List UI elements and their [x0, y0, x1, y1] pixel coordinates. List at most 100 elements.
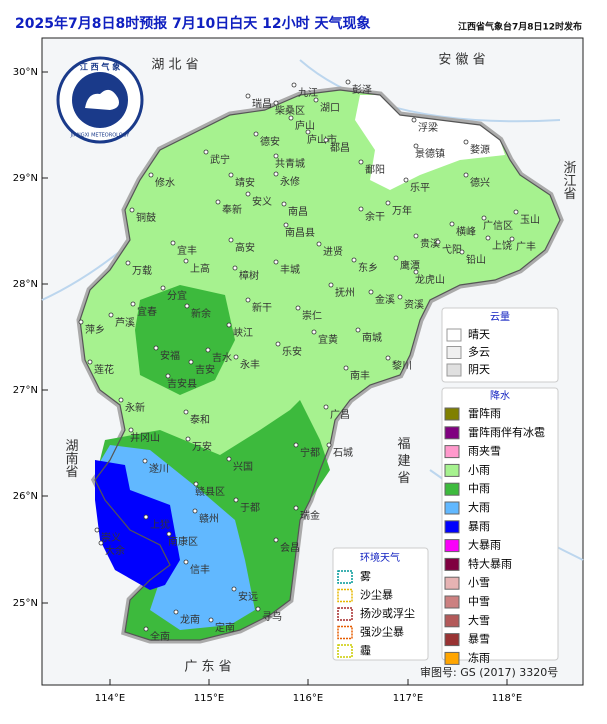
city-dot [232, 265, 238, 271]
city-label: 广昌 [330, 409, 350, 421]
city-label: 永新 [125, 401, 145, 414]
legend-swatch [446, 346, 462, 359]
city-label: 彭泽 [352, 83, 372, 96]
legend-label: 雷阵雨伴有冰雹 [468, 425, 545, 439]
legend-swatch [446, 328, 462, 342]
city-label: 龙虎山 [415, 273, 445, 286]
city-label: 修水 [155, 176, 175, 189]
city-dot [403, 177, 409, 183]
city-dot [183, 258, 189, 264]
city-label: 永丰 [240, 358, 260, 371]
clear-area [355, 95, 505, 190]
city-label: 新余 [191, 307, 211, 320]
city-label: 南康区 [168, 535, 198, 548]
city-dot [283, 222, 289, 228]
city-dot [87, 359, 93, 365]
city-dot [385, 355, 391, 361]
lon-label: 114°E [95, 693, 125, 704]
city-dot [188, 359, 194, 365]
city-label: 乐安 [282, 345, 302, 358]
legend-label: 大暴雨 [468, 538, 501, 552]
legend-swatch [444, 482, 460, 496]
city-label: 奉新 [222, 203, 242, 216]
city-dot [166, 531, 172, 537]
city-dot [345, 79, 351, 85]
province-label: 广 东 省 [184, 660, 231, 675]
legend-swatch [444, 633, 460, 647]
city-dot [411, 117, 417, 123]
city-dot [192, 508, 198, 514]
city-dot [275, 341, 281, 347]
city-label: 广信区 [483, 220, 513, 232]
city-dot [509, 236, 515, 242]
city-label: 龙南 [180, 613, 200, 626]
city-dot [358, 159, 364, 165]
legend-label: 雷阵雨 [468, 406, 501, 420]
city-label: 莲花 [94, 363, 114, 376]
legend-label: 大雪 [468, 613, 490, 627]
city-label: 瑞昌 [252, 98, 272, 110]
province-label: 福 建 省 [395, 436, 411, 484]
city-label: 进贤 [323, 246, 343, 258]
city-label: 石城 [333, 447, 353, 459]
city-dot [183, 559, 189, 565]
city-label: 井冈山 [130, 431, 160, 444]
city-dot [413, 143, 419, 149]
city-dot [293, 505, 299, 511]
city-label: 安福 [160, 349, 180, 362]
city-label: 高安 [235, 241, 255, 254]
city-dot [323, 137, 329, 143]
city-label: 樟树 [239, 269, 259, 282]
legend-swatch [444, 463, 460, 477]
legend-swatch [337, 625, 353, 640]
province-border [79, 89, 561, 641]
city-dot [125, 260, 131, 266]
legend-label: 多云 [468, 345, 490, 359]
city-label: 赣县区 [195, 485, 225, 498]
legend-label: 中雨 [468, 482, 490, 495]
city-dot [226, 456, 232, 462]
legend-label: 沙尘暴 [360, 589, 393, 602]
province-label: 湖 北 省 [151, 58, 198, 73]
legend-label: 冻雨 [468, 650, 490, 664]
legend-swatch [444, 407, 460, 421]
city-dot [108, 312, 114, 318]
city-dot [255, 606, 261, 612]
city-dot [293, 442, 299, 448]
city-dot [273, 153, 279, 159]
city-dot [311, 329, 317, 335]
legend-swatch [444, 501, 460, 515]
legend-label: 小雪 [468, 576, 490, 589]
city-dot [413, 233, 419, 239]
approval: 审图号: GS (2017) 3320号 [420, 665, 558, 679]
city-label: 兴国 [233, 461, 253, 473]
city-label: 东乡 [358, 261, 378, 274]
city-label: 新干 [252, 301, 272, 314]
city-label: 上犹 [150, 519, 170, 531]
city-dot [281, 201, 287, 207]
city-label: 寻乌 [262, 610, 282, 623]
city-label: 共青城 [275, 157, 305, 170]
legend-box [441, 307, 559, 383]
city-label: 宜丰 [177, 244, 197, 257]
legend-swatch [337, 644, 353, 658]
city-label: 婺源 [470, 143, 490, 156]
city-label: 上高 [190, 262, 210, 275]
city-dot [273, 259, 279, 265]
legend-label: 强沙尘暴 [360, 626, 404, 639]
city-dot [435, 239, 441, 245]
city-label: 都昌 [330, 142, 350, 154]
city-dot [291, 82, 297, 88]
city-dot [215, 199, 221, 205]
city-dot [485, 235, 491, 241]
city-label: 萍乡 [85, 324, 105, 336]
province-map [76, 86, 564, 644]
city-label: 德兴 [470, 176, 490, 189]
city-dot [233, 497, 239, 503]
city-label: 分宜 [167, 289, 187, 302]
city-label: 抚州 [335, 287, 355, 299]
lon-label: 118°E [492, 693, 522, 704]
city-label: 丰城 [280, 263, 300, 276]
city-label: 宜黄 [318, 333, 338, 346]
legend-swatch [444, 520, 460, 534]
